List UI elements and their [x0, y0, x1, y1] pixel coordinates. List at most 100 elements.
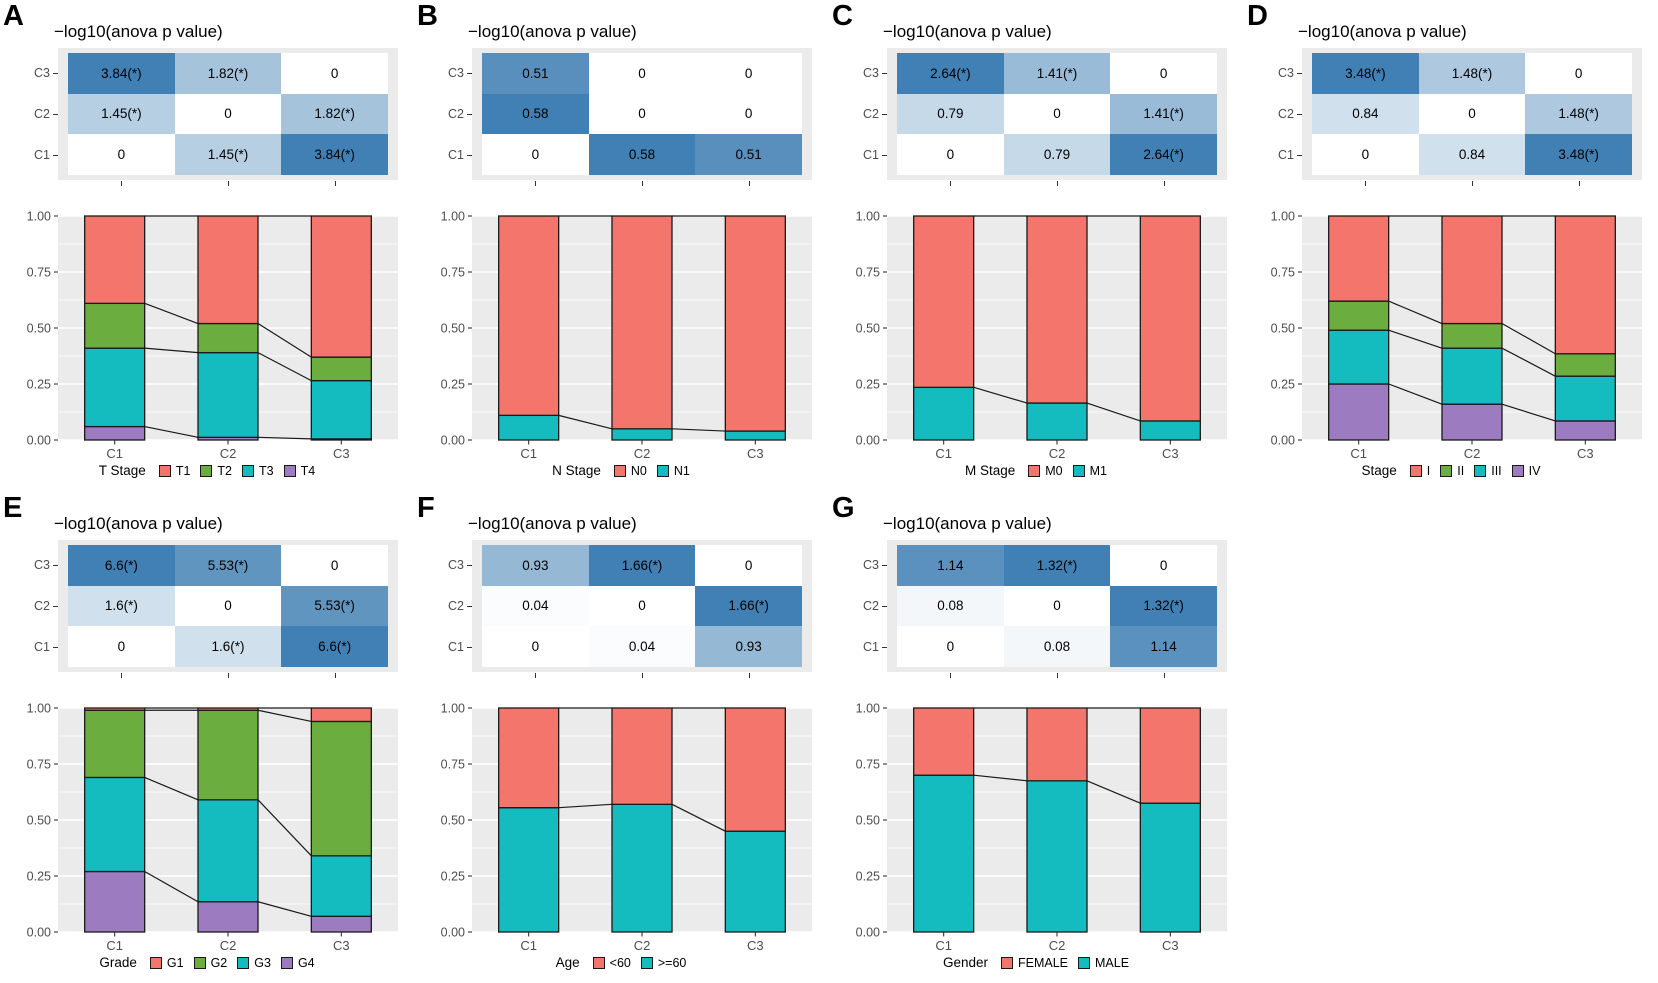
y-tick-label: 0.25 [1271, 377, 1295, 391]
flow-line [257, 352, 312, 382]
flow-line [257, 799, 312, 857]
y-tick-label: 0.25 [27, 869, 51, 883]
y-tick-label: 1.00 [856, 701, 880, 715]
bar-segment [84, 347, 146, 428]
bar-segment [1554, 353, 1616, 377]
heatmap-cell: 0 [68, 134, 175, 175]
panel-letter: D [1247, 0, 1268, 32]
x-tick-label: C1 [520, 938, 537, 953]
heatmap-cell: 3.84(*) [281, 134, 388, 175]
heatmap-y-tick [467, 606, 472, 608]
y-tick-label: 0.25 [441, 869, 465, 883]
heatmap-cell: 1.48(*) [1418, 53, 1526, 94]
heatmap-y-tick [1297, 154, 1302, 156]
y-tick-label: 0.50 [856, 321, 880, 335]
heatmap-cell: 1.82(*) [281, 93, 388, 135]
x-tick-label: C1 [106, 938, 123, 953]
heatmap: 1.14 1.32(*) 0 0.08 0 1.32(*) 0 0.08 1.14 [887, 540, 1227, 672]
legend-item: T3 [242, 464, 274, 478]
bar-segment [913, 774, 975, 933]
panel-B: B −log10(anova p value) 0.51 0 0 0.58 0 0 0 0.58 0… [414, 0, 828, 490]
y-tick-label: 0.00 [441, 925, 465, 939]
bar-segment [1026, 215, 1088, 404]
heatmap-cell: 1.41(*) [1003, 53, 1111, 94]
heatmap-x-tick [228, 181, 230, 186]
heatmap-x-tick [1163, 181, 1165, 186]
heatmap-cell: 0 [588, 585, 696, 627]
y-tick-label: 0.00 [441, 433, 465, 447]
legend-key-icon [283, 464, 296, 477]
y-tick-label: 0.00 [27, 925, 51, 939]
bar-segment [913, 386, 975, 441]
legend-item: FEMALE [1000, 956, 1068, 970]
flow-line [1086, 780, 1141, 804]
legend-label: T3 [259, 463, 274, 478]
heatmap-cell: 0 [897, 134, 1004, 175]
stacked-bar-chart: 0.00 0.25 0.50 0.75 1.00 C1 C2 C3 [27, 701, 398, 953]
heatmap-x-tick [642, 181, 644, 186]
bar-segment [1026, 402, 1088, 441]
legend-key-icon [1000, 956, 1013, 969]
heatmap-cell: 0 [695, 53, 802, 94]
legend: T Stage T1 T2 T3 T4 [20, 463, 394, 478]
bar-segment [498, 807, 560, 933]
heatmap-cell: 0 [281, 545, 388, 586]
y-tick-label: 0.75 [441, 757, 465, 771]
bar-segment [197, 215, 259, 325]
y-tick-label: 0.25 [856, 869, 880, 883]
heatmap-row-label: C3 [34, 66, 50, 81]
bar-segment [84, 425, 146, 441]
legend-label: N0 [630, 463, 647, 478]
heatmap-x-tick [334, 181, 336, 186]
y-tick-label: 0.50 [27, 321, 51, 335]
legend-key-icon [640, 956, 653, 969]
heatmap-x-tick [535, 673, 537, 678]
heatmap-cell: 1.32(*) [1003, 545, 1111, 586]
heatmap-grid: 3.84(*) 1.82(*) 0 1.45(*) 0 1.82(*) 0 1.45(*) 3.… [68, 53, 388, 175]
y-tick-label: 0.50 [856, 813, 880, 827]
stacked-bar-chart: 0.00 0.25 0.50 0.75 1.00 C1 C2 C3 [856, 209, 1227, 461]
heatmap-cell: 0 [281, 53, 388, 94]
bar-segment [310, 215, 372, 358]
heatmap-title: −log10(anova p value) [1298, 22, 1467, 41]
bar-segment [197, 707, 259, 711]
x-tick-label: C3 [747, 938, 764, 953]
heatmap-x-tick [121, 673, 123, 678]
heatmap-cell: 0 [695, 93, 802, 135]
heatmap: 0.93 1.66(*) 0 0.04 0 1.66(*) 0 0.04 0.93 [472, 540, 812, 672]
x-tick-label: C1 [106, 446, 123, 461]
bar-segment [310, 356, 372, 382]
flow-line [1501, 322, 1556, 355]
bar-segment [498, 414, 560, 441]
legend-key-icon [1511, 464, 1524, 477]
heatmap-y-tick [882, 646, 887, 648]
legend-key-icon [280, 956, 293, 969]
y-tick-label: 0.50 [27, 813, 51, 827]
bar-segment [611, 803, 673, 933]
heatmap-cell: 2.64(*) [897, 53, 1004, 94]
heatmap-cell: 5.53(*) [281, 585, 388, 627]
legend: Gender FEMALE MALE [849, 955, 1223, 970]
heatmap-row-label: C1 [448, 147, 464, 162]
bar-segment [913, 707, 975, 776]
legend-label: M1 [1089, 463, 1108, 478]
bar-segment [1026, 780, 1088, 933]
heatmap-grid: 2.64(*) 1.41(*) 0 0.79 0 1.41(*) 0 0.79 2.64(*) [897, 53, 1217, 175]
legend-label: G3 [254, 955, 271, 970]
heatmap-row-label: C3 [863, 558, 879, 573]
heatmap-row-label: C3 [1278, 66, 1294, 81]
panel-letter: G [832, 492, 855, 524]
heatmap-x-tick [748, 673, 750, 678]
bar-segment [724, 430, 786, 441]
heatmap-cell: 0 [1003, 585, 1111, 627]
panel-letter: F [417, 492, 435, 524]
y-tick-label: 0.75 [1271, 265, 1295, 279]
heatmap-cell: 0.93 [695, 626, 802, 667]
legend-item: MALE [1078, 956, 1129, 970]
y-tick-label: 1.00 [27, 209, 51, 223]
flow-line [257, 901, 312, 917]
heatmap-row-label: C1 [34, 639, 50, 654]
heatmap-y-tick [1297, 114, 1302, 116]
flow-line [1501, 347, 1556, 377]
legend-key-icon [1440, 464, 1453, 477]
